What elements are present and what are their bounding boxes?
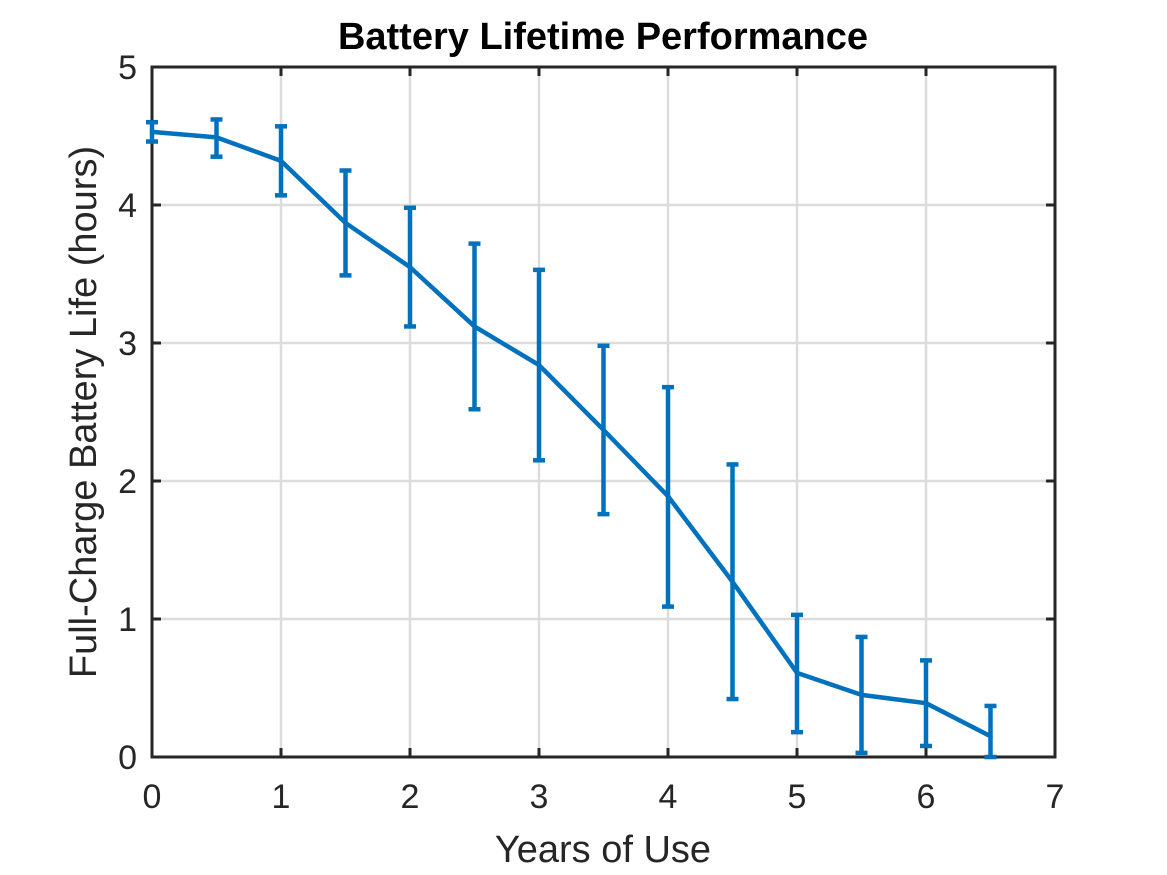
y-tick-label: 5 — [118, 49, 137, 87]
x-tick-label: 2 — [401, 778, 420, 816]
y-tick-labels: 0 1 2 3 4 5 — [118, 49, 137, 777]
x-tick-labels: 0 1 2 3 4 5 6 7 — [143, 778, 1065, 816]
x-tick-label: 0 — [143, 778, 162, 816]
y-tick-label: 0 — [118, 739, 137, 777]
x-tick-label: 1 — [272, 778, 291, 816]
error-bar — [984, 703, 997, 760]
x-tick-label: 3 — [530, 778, 549, 816]
y-tick-label: 1 — [118, 601, 137, 639]
x-tick-label: 4 — [659, 778, 678, 816]
series-line — [149, 129, 993, 739]
y-tick-label: 2 — [118, 463, 137, 501]
x-tick-label: 5 — [788, 778, 807, 816]
x-axis-label: Years of Use — [495, 829, 711, 871]
chart-title: Battery Lifetime Performance — [338, 16, 868, 58]
y-axis-label: Full-Charge Battery Life (hours) — [63, 146, 105, 678]
x-tick-label: 7 — [1046, 778, 1065, 816]
y-tick-label: 3 — [118, 325, 137, 363]
axes-box — [150, 65, 1057, 759]
x-tick-label: 6 — [917, 778, 936, 816]
series-lines — [149, 129, 993, 739]
y-tick-label: 4 — [118, 187, 137, 225]
